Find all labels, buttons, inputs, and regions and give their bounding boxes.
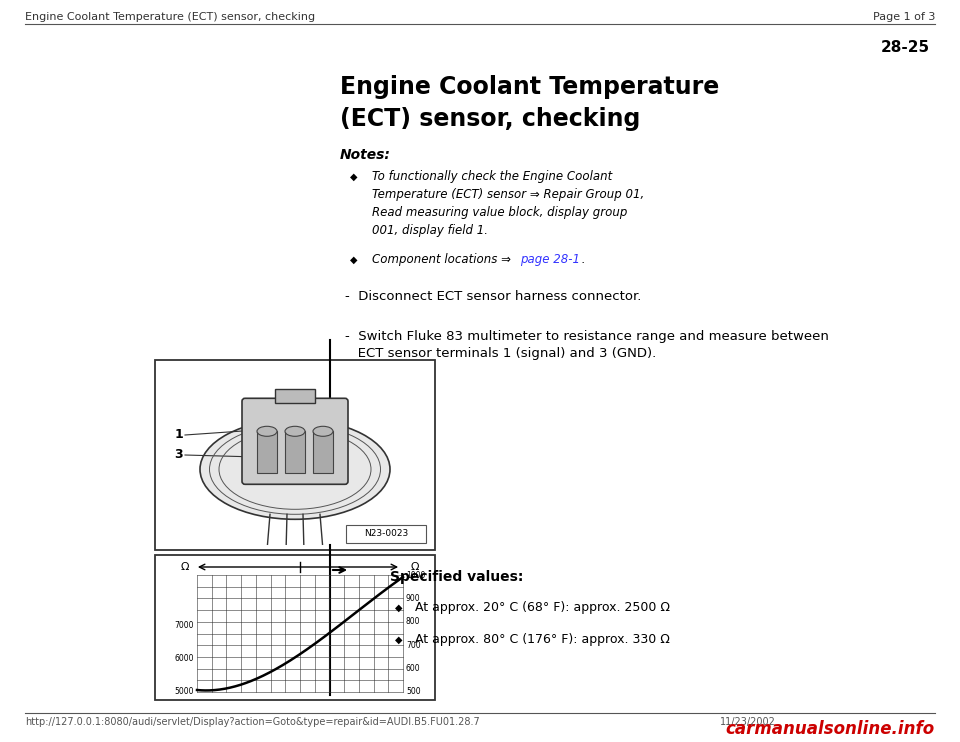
Text: 3: 3 [175, 448, 183, 462]
Text: -  Switch Fluke 83 multimeter to resistance range and measure between: - Switch Fluke 83 multimeter to resistan… [345, 330, 828, 343]
Text: (ECT) sensor, checking: (ECT) sensor, checking [340, 107, 640, 131]
Text: ◆: ◆ [395, 635, 402, 645]
Bar [285, 431, 305, 473]
Text: carmanualsonline.info: carmanualsonline.info [726, 720, 935, 738]
Ellipse shape [200, 419, 390, 519]
Text: Notes:: Notes: [340, 148, 391, 162]
Text: 5000: 5000 [175, 688, 194, 697]
Text: To functionally check the Engine Coolant
Temperature (ECT) sensor ⇒ Repair Group: To functionally check the Engine Coolant… [372, 170, 644, 237]
Text: page 28-1: page 28-1 [520, 253, 580, 266]
Text: N23-0023: N23-0023 [364, 530, 408, 539]
Text: Engine Coolant Temperature (ECT) sensor, checking: Engine Coolant Temperature (ECT) sensor,… [25, 12, 315, 22]
FancyBboxPatch shape [346, 525, 426, 543]
Text: -  Disconnect ECT sensor harness connector.: - Disconnect ECT sensor harness connecto… [345, 290, 641, 303]
Text: ◆: ◆ [395, 603, 402, 613]
Text: 800: 800 [406, 617, 420, 626]
Ellipse shape [313, 427, 333, 436]
Bar [155, 555, 435, 700]
Text: 500: 500 [406, 688, 420, 697]
Text: 1: 1 [175, 428, 183, 441]
Text: 600: 600 [406, 664, 420, 673]
Text: 7000: 7000 [175, 621, 194, 630]
Text: Page 1 of 3: Page 1 of 3 [873, 12, 935, 22]
Text: Engine Coolant Temperature: Engine Coolant Temperature [340, 75, 719, 99]
Text: .: . [578, 253, 586, 266]
Ellipse shape [285, 427, 305, 436]
Text: 11/23/2002: 11/23/2002 [720, 717, 776, 727]
Text: 28-25: 28-25 [881, 40, 930, 55]
Bar [275, 390, 315, 404]
Text: http://127.0.0.1:8080/audi/servlet/Display?action=Goto&type=repair&id=AUDI.B5.FU: http://127.0.0.1:8080/audi/servlet/Displ… [25, 717, 480, 727]
Bar [257, 431, 277, 473]
Text: ECT sensor terminals 1 (signal) and 3 (GND).: ECT sensor terminals 1 (signal) and 3 (G… [345, 347, 657, 360]
Text: 6000: 6000 [175, 654, 194, 663]
Bar [313, 431, 333, 473]
Text: At approx. 20° C (68° F): approx. 2500 Ω: At approx. 20° C (68° F): approx. 2500 Ω [415, 601, 670, 614]
Text: Specified values:: Specified values: [390, 570, 523, 584]
Text: 900: 900 [406, 594, 420, 603]
Text: Ω: Ω [411, 562, 420, 572]
Text: Ω: Ω [180, 562, 189, 572]
Text: 700: 700 [406, 640, 420, 650]
Text: Component locations ⇒: Component locations ⇒ [372, 253, 515, 266]
Text: At approx. 80° C (176° F): approx. 330 Ω: At approx. 80° C (176° F): approx. 330 Ω [415, 633, 670, 646]
FancyBboxPatch shape [242, 398, 348, 485]
Text: 1000: 1000 [406, 571, 425, 580]
Ellipse shape [257, 427, 277, 436]
Text: ◆: ◆ [350, 255, 357, 265]
Text: ◆: ◆ [350, 172, 357, 182]
Bar [155, 360, 435, 550]
